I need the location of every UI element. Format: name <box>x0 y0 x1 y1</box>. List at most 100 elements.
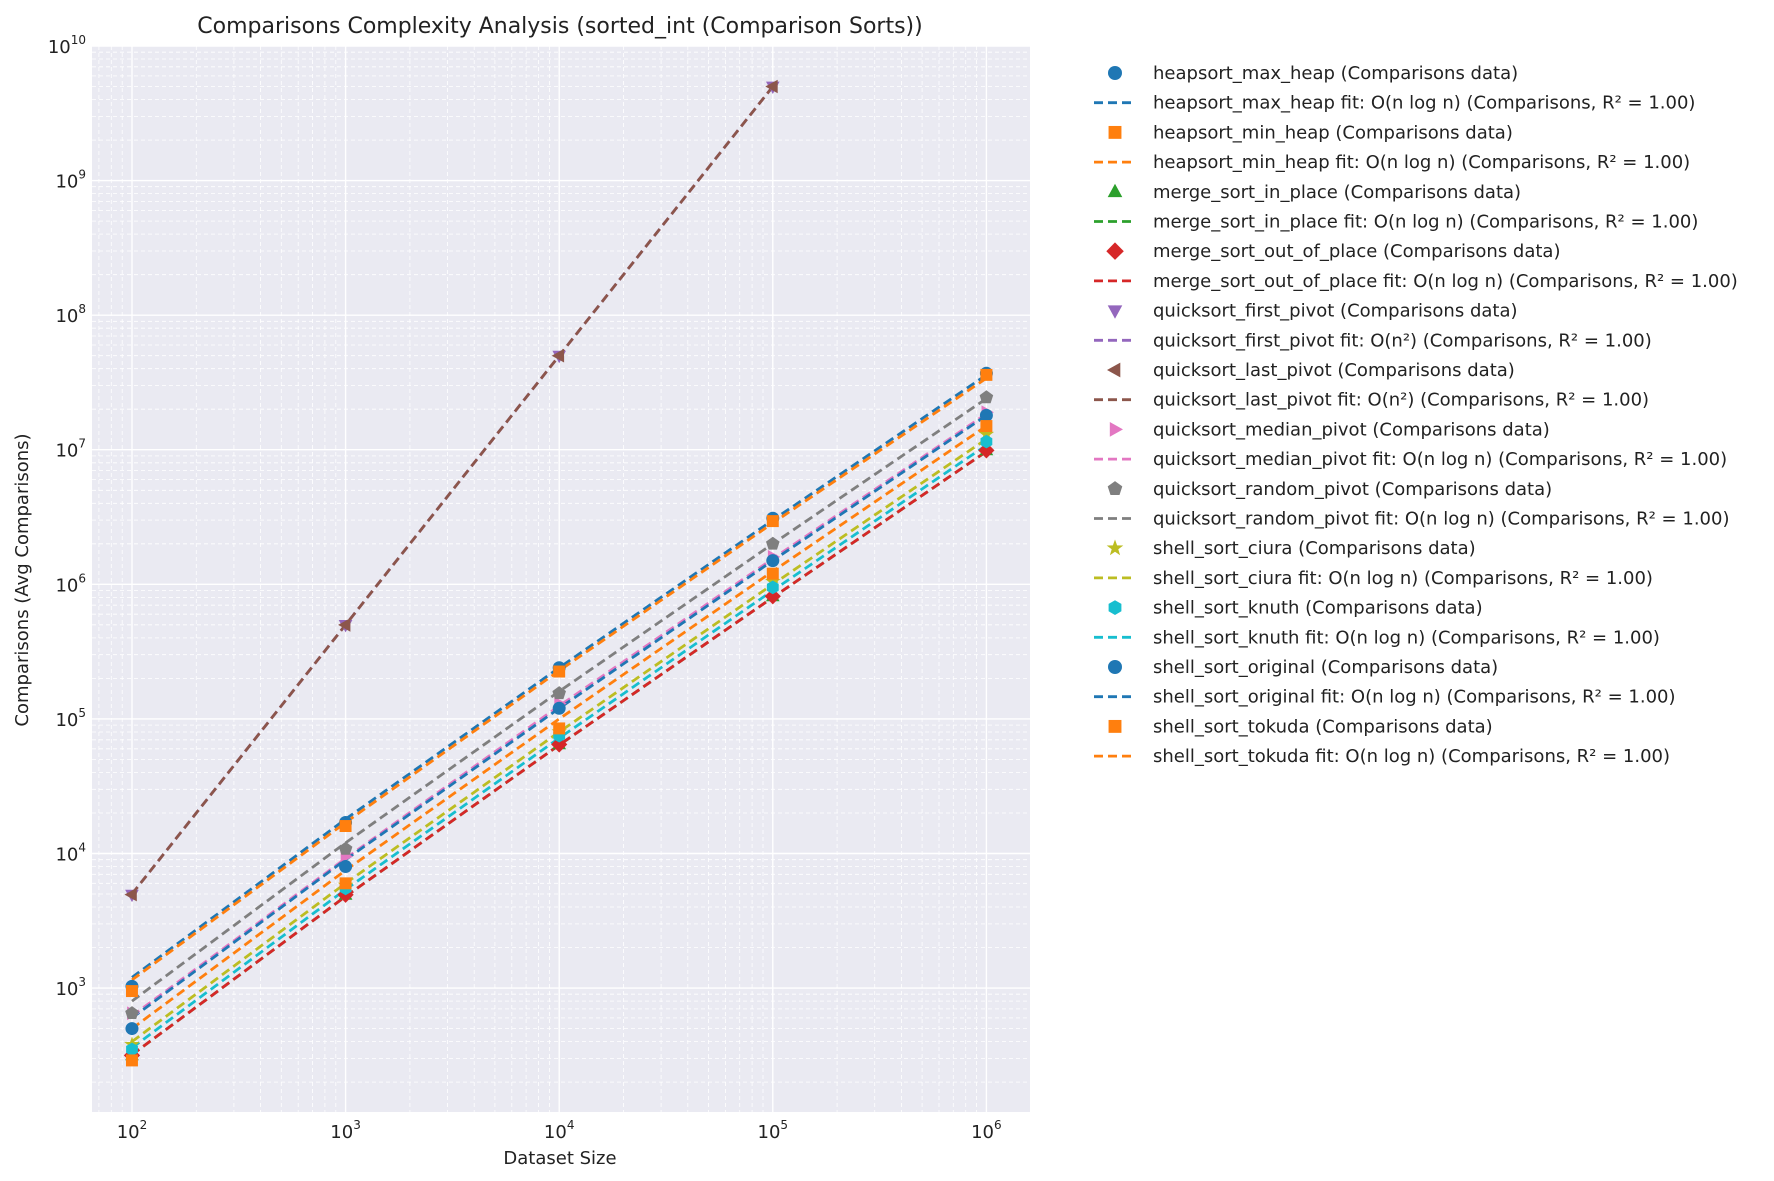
y-tick-label: 103 <box>55 975 86 1000</box>
data-point-shell_sort_original <box>125 1022 139 1036</box>
x-tick-label: 104 <box>544 1118 575 1143</box>
y-tick-label: 109 <box>55 168 86 193</box>
fit-line-heapsort_min_heap <box>131 377 988 982</box>
legend-label-fit: quicksort_first_pivot fit: O(n²) (Compar… <box>1153 330 1652 351</box>
legend-marker-merge_sort_out_of_place <box>1106 242 1124 260</box>
legend-label-data: shell_sort_knuth (Comparisons data) <box>1153 598 1483 619</box>
data-point-shell_sort_original <box>766 554 780 568</box>
legend-marker-heapsort_max_heap <box>1108 66 1122 80</box>
fit-line-shell_sort_tokuda <box>131 424 988 1030</box>
y-axis-label: Comparisons (Avg Comparisons) <box>12 433 33 726</box>
legend-label-fit: shell_sort_original fit: O(n log n) (Com… <box>1153 687 1676 708</box>
legend-label-data: heapsort_max_heap (Comparisons data) <box>1153 63 1518 84</box>
fit-line-shell_sort_original <box>131 414 988 1020</box>
y-tick-label: 107 <box>55 437 86 462</box>
data-point-merge_sort_out_of_place <box>764 588 781 605</box>
data-point-quicksort_random_pivot <box>552 686 566 700</box>
data-point-quicksort_last_pivot <box>551 348 565 363</box>
data-point-quicksort_random_pivot <box>766 536 780 550</box>
legend-label-fit: merge_sort_in_place fit: O(n log n) (Com… <box>1153 212 1698 233</box>
legend-marker-shell_sort_original <box>1108 660 1122 674</box>
data-point-shell_sort_ciura <box>978 426 995 441</box>
data-point-quicksort_random_pivot <box>979 390 994 404</box>
legend-marker-merge_sort_in_place <box>1107 183 1123 198</box>
data-point-quicksort_last_pivot <box>765 79 778 94</box>
legend-label-data: quicksort_last_pivot (Comparisons data) <box>1153 360 1515 381</box>
fit-line-quicksort_last_pivot <box>130 85 774 895</box>
legend-label-fit: shell_sort_knuth fit: O(n log n) (Compar… <box>1153 627 1660 648</box>
data-point-shell_sort_original <box>552 701 566 715</box>
legend-marker-heapsort_min_heap <box>1108 125 1122 139</box>
data-point-shell_sort_tokuda <box>766 567 779 580</box>
chart-title: Comparisons Complexity Analysis (sorted_… <box>197 14 922 39</box>
data-point-merge_sort_out_of_place <box>551 736 568 753</box>
y-tick-label: 105 <box>55 706 86 731</box>
data-point-heapsort_min_heap <box>339 820 352 833</box>
data-point-quicksort_last_pivot <box>338 618 351 632</box>
data-point-quicksort_random_pivot <box>125 1006 139 1019</box>
legend-label-data: shell_sort_original (Comparisons data) <box>1153 657 1498 678</box>
legend-label-data: quicksort_median_pivot (Comparisons data… <box>1153 419 1550 440</box>
fit-line-quicksort_median_pivot <box>131 412 988 1018</box>
x-tick-label: 106 <box>971 1118 1002 1143</box>
legend-label-fit: heapsort_max_heap fit: O(n log n) (Compa… <box>1153 93 1695 114</box>
x-axis-ticks: 102 103 104 105 106 <box>117 1118 1002 1143</box>
legend-marker-shell_sort_knuth <box>1108 600 1122 615</box>
x-tick-label: 105 <box>758 1118 789 1143</box>
fit-line-shell_sort_ciura <box>131 437 988 1043</box>
legend-marker-quicksort_first_pivot <box>1107 305 1123 319</box>
x-tick-label: 102 <box>117 1118 148 1143</box>
plot-area <box>92 46 1030 1112</box>
data-point-shell_sort_tokuda <box>980 420 993 433</box>
y-tick-label: 104 <box>55 840 86 865</box>
data-point-shell_sort_tokuda <box>125 1054 138 1067</box>
legend-label-fit: quicksort_last_pivot fit: O(n²) (Compari… <box>1153 390 1649 411</box>
data-point-heapsort_min_heap <box>766 515 779 528</box>
legend-marker-quicksort_median_pivot <box>1109 422 1123 437</box>
data-point-shell_sort_knuth <box>980 434 993 449</box>
data-point-shell_sort_tokuda <box>553 722 566 735</box>
y-tick-label: 1010 <box>48 33 86 58</box>
legend-marker-shell_sort_ciura <box>1106 539 1124 556</box>
y-tick-label: 106 <box>55 571 86 596</box>
legend-label-data: shell_sort_ciura (Comparisons data) <box>1153 538 1476 559</box>
fit-line-heapsort_max_heap <box>131 373 988 979</box>
legend-label-fit: quicksort_random_pivot fit: O(n log n) (… <box>1153 509 1729 530</box>
legend-marker-quicksort_random_pivot <box>1107 481 1123 495</box>
data-point-heapsort_min_heap <box>980 368 993 381</box>
legend-marker-shell_sort_tokuda <box>1108 719 1122 733</box>
y-axis-ticks: 103 104 105 106 107 108 109 1010 <box>48 33 86 1000</box>
data-point-quicksort_last_pivot <box>124 887 137 902</box>
data-point-shell_sort_knuth <box>766 580 779 595</box>
legend: heapsort_max_heap (Comparisons data) heap… <box>1094 63 1738 767</box>
legend-label-fit: quicksort_median_pivot fit: O(n log n) (… <box>1153 449 1727 470</box>
y-tick-label: 108 <box>55 302 86 327</box>
data-point-quicksort_random_pivot <box>338 841 353 855</box>
data-points <box>123 79 995 1067</box>
data-point-shell_sort_original <box>339 860 353 874</box>
major-grid <box>92 45 1030 1112</box>
legend-label-data: quicksort_random_pivot (Comparisons data… <box>1153 479 1552 500</box>
legend-marker-quicksort_last_pivot <box>1107 362 1121 378</box>
legend-label-data: shell_sort_tokuda (Comparisons data) <box>1153 716 1493 737</box>
legend-label-data: merge_sort_out_of_place (Comparisons dat… <box>1153 241 1560 262</box>
legend-label-fit: shell_sort_ciura fit: O(n log n) (Compar… <box>1153 568 1653 589</box>
fit-lines <box>130 85 988 1056</box>
x-axis-label: Dataset Size <box>503 1148 616 1169</box>
data-point-shell_sort_knuth <box>126 1042 138 1057</box>
data-point-heapsort_min_heap <box>125 985 138 998</box>
data-point-shell_sort_original <box>979 408 993 422</box>
legend-label-data: heapsort_min_heap (Comparisons data) <box>1153 122 1513 143</box>
x-tick-label: 103 <box>330 1118 361 1143</box>
data-point-heapsort_min_heap <box>553 665 566 678</box>
legend-label-fit: heapsort_min_heap fit: O(n log n) (Compa… <box>1153 152 1690 173</box>
legend-label-data: quicksort_first_pivot (Comparisons data) <box>1153 301 1518 322</box>
data-point-merge_sort_out_of_place <box>978 442 995 459</box>
fit-line-merge_sort_out_of_place <box>131 450 988 1056</box>
fit-line-shell_sort_knuth <box>131 444 988 1049</box>
data-point-shell_sort_tokuda <box>339 877 352 890</box>
legend-label-data: merge_sort_in_place (Comparisons data) <box>1153 182 1521 203</box>
legend-label-fit: merge_sort_out_of_place fit: O(n log n) … <box>1153 271 1738 292</box>
legend-label-fit: shell_sort_tokuda fit: O(n log n) (Compa… <box>1153 746 1670 767</box>
